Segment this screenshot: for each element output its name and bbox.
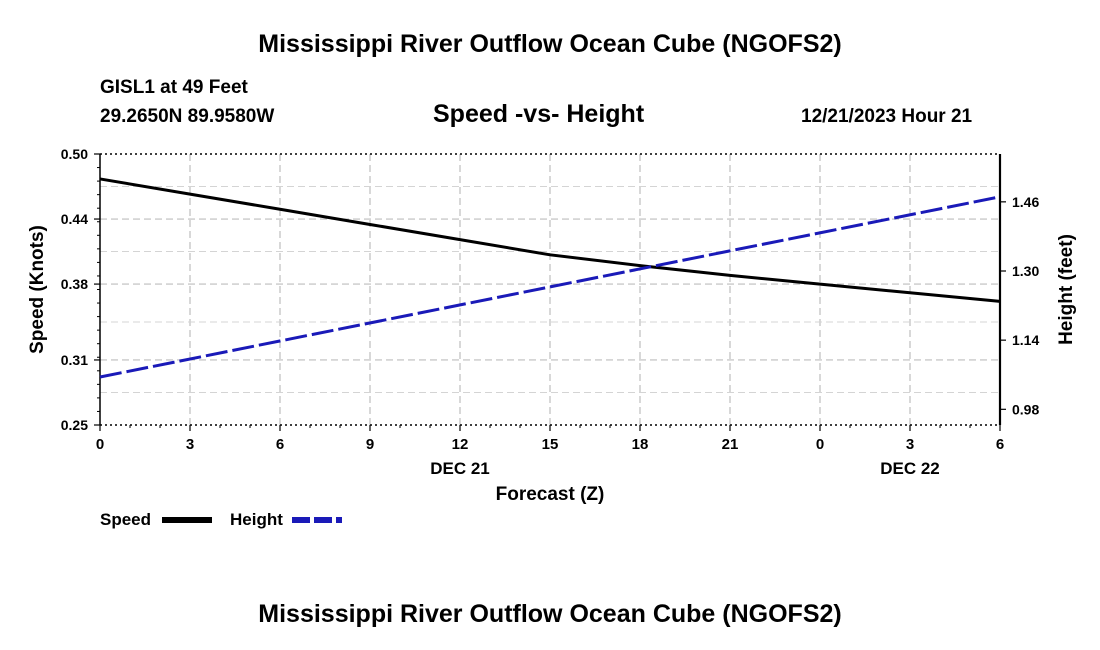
series: [99, 177, 1001, 379]
legend-speed-label: Speed: [100, 510, 152, 529]
main-title: Mississippi River Outflow Ocean Cube (NG…: [258, 30, 842, 58]
x-tick-label: 3: [186, 436, 194, 453]
y-left-tick-label: 0.31: [61, 352, 88, 368]
axes: [94, 153, 1006, 431]
y-left-tick-label: 0.38: [61, 276, 88, 292]
x-day-label: DEC 22: [880, 459, 940, 478]
x-tick-label: 3: [906, 436, 914, 453]
series-line-height: [99, 195, 1001, 379]
x-day-label: DEC 21: [430, 459, 490, 478]
x-axis-title: Forecast (Z): [496, 484, 605, 505]
x-tick-label: 6: [996, 436, 1004, 453]
grid: [100, 154, 1000, 425]
y-left-tick-label: 0.50: [61, 146, 88, 162]
station-label: GISL1 at 49 Feet: [100, 77, 248, 98]
y-left-tick-label: 0.44: [61, 211, 88, 227]
x-tick-label: 21: [722, 436, 739, 453]
forecast-date-label: 12/21/2023 Hour 21: [801, 106, 973, 127]
legend-height-swatch: [292, 517, 342, 523]
y-right-tick-label: 0.98: [1012, 401, 1039, 417]
x-tick-label: 15: [542, 436, 559, 453]
x-tick-label: 6: [276, 436, 284, 453]
y-right-axis-title: Height (feet): [1056, 234, 1077, 345]
x-tick-label: 0: [816, 436, 824, 453]
axis-labels: 0 3 6 9 12 15 18 21 0 3 6 DEC 21 DEC 22 Forecast (Z) 0…: [27, 146, 1077, 505]
coordinates-label: 29.2650N 89.9580W: [100, 106, 275, 127]
speed-height-chart: 0 3 6 9 12 15 18 21 0 3 6 DEC 21 DEC 22 Forecast (Z) 0…: [27, 146, 1077, 505]
y-left-axis-title: Speed (Knots): [27, 225, 48, 354]
series-line-speed: [99, 177, 1001, 303]
x-tick-label: 0: [96, 436, 104, 453]
y-right-tick-label: 1.46: [1012, 194, 1039, 210]
y-right-tick-label: 1.14: [1012, 332, 1039, 348]
x-tick-label: 9: [366, 436, 374, 453]
y-left-tick-label: 0.25: [61, 417, 88, 433]
x-tick-label: 18: [632, 436, 649, 453]
x-tick-label: 12: [452, 436, 469, 453]
legend-speed-swatch: [162, 517, 212, 523]
legend-height-label: Height: [230, 510, 283, 529]
y-right-tick-label: 1.30: [1012, 263, 1039, 279]
chart-title: Speed -vs- Height: [433, 100, 645, 128]
footer-title: Mississippi River Outflow Ocean Cube (NG…: [258, 600, 842, 628]
